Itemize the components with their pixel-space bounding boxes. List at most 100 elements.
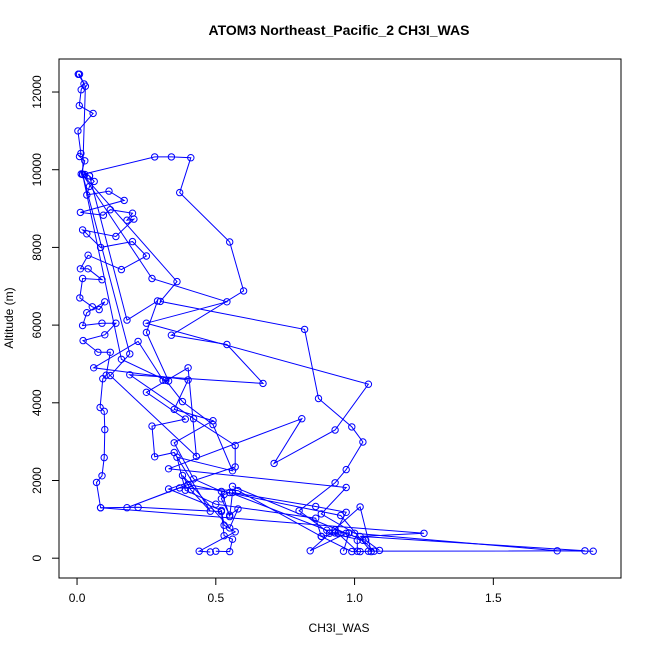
data-point — [189, 475, 198, 483]
data-point — [312, 502, 320, 511]
data-point — [342, 483, 350, 492]
data-point — [226, 238, 234, 246]
data-point — [142, 388, 151, 396]
data-point — [75, 101, 84, 110]
data-point — [206, 507, 215, 515]
series-1 — [74, 70, 237, 556]
data-point — [192, 452, 201, 461]
data-point — [120, 196, 128, 205]
series-line — [82, 174, 380, 551]
x-tick-label: 1.5 — [485, 591, 502, 605]
data-point — [364, 380, 373, 388]
data-point — [226, 524, 234, 532]
data-point — [106, 348, 115, 356]
series-line — [89, 175, 350, 552]
data-point — [142, 328, 151, 337]
data-point — [167, 331, 176, 339]
y-tick-label: 8000 — [30, 234, 44, 261]
data-point — [96, 504, 105, 512]
data-point — [337, 511, 345, 520]
data-point — [81, 82, 90, 90]
data-point — [234, 505, 242, 513]
data-point — [348, 547, 356, 556]
data-point — [159, 376, 167, 384]
data-point — [117, 355, 126, 363]
series-layer — [74, 70, 597, 556]
data-point — [101, 425, 109, 434]
data-point — [94, 348, 102, 356]
data-point — [364, 547, 373, 555]
data-point — [231, 441, 239, 450]
data-point — [112, 319, 120, 327]
series-line — [82, 174, 375, 552]
y-tick-label: 6000 — [30, 311, 44, 338]
data-point — [195, 547, 203, 555]
data-point — [98, 472, 106, 480]
data-point — [112, 232, 120, 241]
data-point — [184, 364, 192, 372]
data-point — [348, 423, 356, 431]
series-6 — [78, 170, 384, 555]
data-point — [76, 294, 84, 302]
x-tick-label: 0.5 — [207, 591, 224, 605]
data-point — [134, 337, 142, 346]
y-axis-label: Altitude (m) — [2, 287, 16, 348]
data-point — [100, 407, 108, 415]
x-tick-label: 0.0 — [69, 591, 86, 605]
data-point — [339, 547, 348, 555]
data-point — [217, 487, 226, 496]
data-point — [117, 265, 126, 274]
data-point — [76, 208, 85, 217]
data-point — [78, 170, 87, 179]
data-point — [317, 510, 325, 518]
data-point — [78, 321, 87, 330]
data-point — [101, 331, 109, 339]
data-point — [74, 127, 82, 135]
data-point — [128, 237, 137, 246]
data-point — [212, 500, 220, 508]
data-point — [95, 305, 103, 314]
data-point — [79, 336, 87, 345]
data-point — [298, 415, 306, 423]
data-point — [151, 153, 159, 161]
data-point — [98, 319, 106, 327]
y-tick-label: 2000 — [30, 467, 44, 494]
plot-frame — [58, 58, 622, 579]
data-point — [100, 453, 108, 462]
data-point — [123, 316, 131, 324]
data-point — [206, 548, 215, 556]
series-2 — [74, 70, 267, 556]
data-point — [90, 364, 98, 372]
data-point — [83, 230, 91, 238]
series-line — [77, 73, 234, 553]
data-point — [170, 405, 178, 414]
series-line — [77, 73, 265, 553]
data-point — [345, 529, 353, 537]
data-point — [228, 467, 237, 475]
data-point — [101, 298, 109, 306]
data-point — [99, 375, 107, 383]
data-point — [184, 376, 192, 384]
y-axis: 0 2000 4000 6000 8000 10000 12000 — [30, 75, 60, 562]
x-tick-label: 1.0 — [346, 591, 363, 605]
y-tick-label: 4000 — [30, 389, 44, 416]
data-point — [359, 438, 367, 446]
data-point — [148, 274, 156, 283]
data-point — [173, 453, 181, 461]
data-point — [105, 187, 113, 195]
data-point — [342, 465, 350, 474]
data-point — [217, 506, 226, 515]
data-point — [212, 547, 220, 555]
data-point — [367, 547, 375, 556]
data-point — [231, 528, 239, 536]
data-point — [306, 547, 314, 555]
series-line — [100, 483, 585, 553]
data-point — [270, 459, 278, 468]
data-point — [356, 503, 364, 511]
data-point — [331, 426, 339, 434]
data-point — [209, 417, 217, 425]
data-point — [342, 508, 350, 516]
data-point — [123, 216, 131, 224]
x-axis-label: CH3I_WAS — [309, 621, 370, 635]
